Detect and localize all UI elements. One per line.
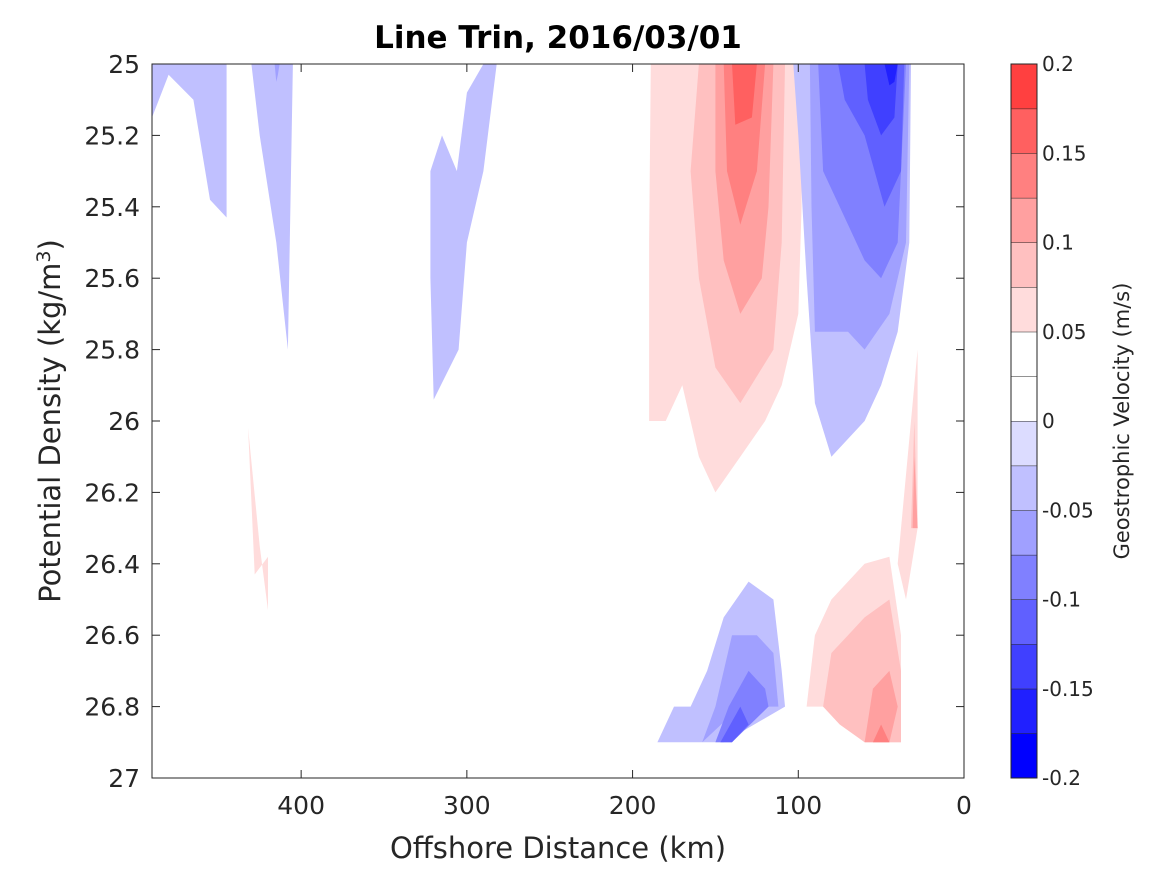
x-tick-label: 100 [774, 791, 822, 820]
colorbar-band [1011, 644, 1037, 689]
contour-region-pos-coast-1 [897, 349, 918, 600]
y-tick-label: 27 [108, 764, 140, 793]
colorbar-tick-label: -0.1 [1042, 588, 1081, 612]
contour-region-pos-lower-4 [872, 724, 890, 743]
colorbar-tick-label: -0.2 [1042, 766, 1081, 790]
x-tick-label: 300 [443, 791, 491, 820]
y-axis: 25 25.2 25.4 25.6 25.8 26 26.2 26.4 26.6 26.8 27 [84, 50, 964, 793]
colorbar-tick-label: 0.1 [1042, 231, 1074, 255]
colorbar-band [1011, 510, 1037, 555]
colorbar-band [1011, 153, 1037, 198]
colorbar-band [1011, 287, 1037, 332]
x-tick-label: 400 [277, 791, 325, 820]
contour-region-neg-nw-1 [152, 64, 227, 218]
y-tick-label: 26.8 [84, 693, 140, 722]
y-axis-label-tail: ) [33, 239, 67, 250]
x-axis-label: Offshore Distance (km) [390, 831, 726, 865]
x-tick-label: 0 [956, 791, 972, 820]
y-tick-label: 25.6 [84, 264, 140, 293]
colorbar-tick-label: 0.2 [1042, 52, 1074, 76]
y-tick-label: 25.4 [84, 193, 140, 222]
colorbar-tick-label: -0.05 [1042, 498, 1094, 522]
contour-region-pos-lower-3 [864, 670, 898, 743]
contour-region-neg-lower-4 [720, 706, 749, 743]
contour-region-neg-mid [430, 64, 497, 400]
y-tick-label: 26 [108, 407, 140, 436]
colorbar-band [1011, 108, 1037, 154]
contour-regions [152, 64, 918, 743]
y-tick-label: 26.4 [84, 550, 140, 579]
colorbar-band [1011, 465, 1037, 511]
colorbar-band [1011, 688, 1037, 734]
y-tick-label: 25 [108, 50, 140, 79]
y-tick-label: 25.8 [84, 336, 140, 365]
colorbar-tick-label: 0.15 [1042, 141, 1087, 165]
contour-region-neg-lower-3 [715, 670, 769, 743]
contour-region-pos-main-4 [723, 64, 766, 225]
colorbar-band [1011, 733, 1037, 778]
x-axis: 400 300 200 100 0 [277, 64, 972, 820]
contour-region-neg-nw-2b [274, 64, 280, 82]
contour-region-neg-main-6 [884, 64, 898, 86]
colorbar-band [1011, 331, 1037, 377]
colorbar-band [1011, 376, 1037, 421]
colorbar-frame [1010, 63, 1038, 779]
y-tick-label: 25.2 [84, 121, 140, 150]
contour-region-pos-coast-3 [912, 456, 918, 529]
chart-title: Line Trin, 2016/03/01 [374, 20, 742, 56]
colorbar-band [1011, 599, 1037, 645]
y-axis-label-main: Potential Density (kg/m [33, 263, 67, 603]
colorbar-band [1011, 197, 1037, 243]
colorbar-tick-label: 0.05 [1042, 320, 1087, 344]
y-tick-label: 26.6 [84, 621, 140, 650]
x-tick-label: 200 [609, 791, 657, 820]
colorbar-tick-label: 0 [1042, 409, 1055, 433]
colorbar-band [1011, 64, 1037, 109]
contour-region-neg-nw-2 [251, 64, 293, 350]
colorbar-band [1011, 421, 1037, 466]
y-axis-label-superscript: 3 [33, 250, 55, 262]
colorbar-band [1011, 242, 1037, 288]
colorbar: -0.2 -0.15 -0.1 -0.05 0 0.05 0.1 0.15 0.2 [1010, 52, 1094, 790]
y-tick-label: 26.2 [84, 478, 140, 507]
contour-region-pos-dense [248, 428, 268, 611]
contour-region-pos-main-5 [732, 64, 757, 125]
colorbar-label: Geostrophic Velocity (m/s) [1110, 283, 1134, 560]
colorbar-band [1011, 554, 1037, 600]
y-axis-label: Potential Density (kg/m3) [33, 239, 67, 603]
colorbar-tick-label: -0.15 [1042, 677, 1094, 701]
